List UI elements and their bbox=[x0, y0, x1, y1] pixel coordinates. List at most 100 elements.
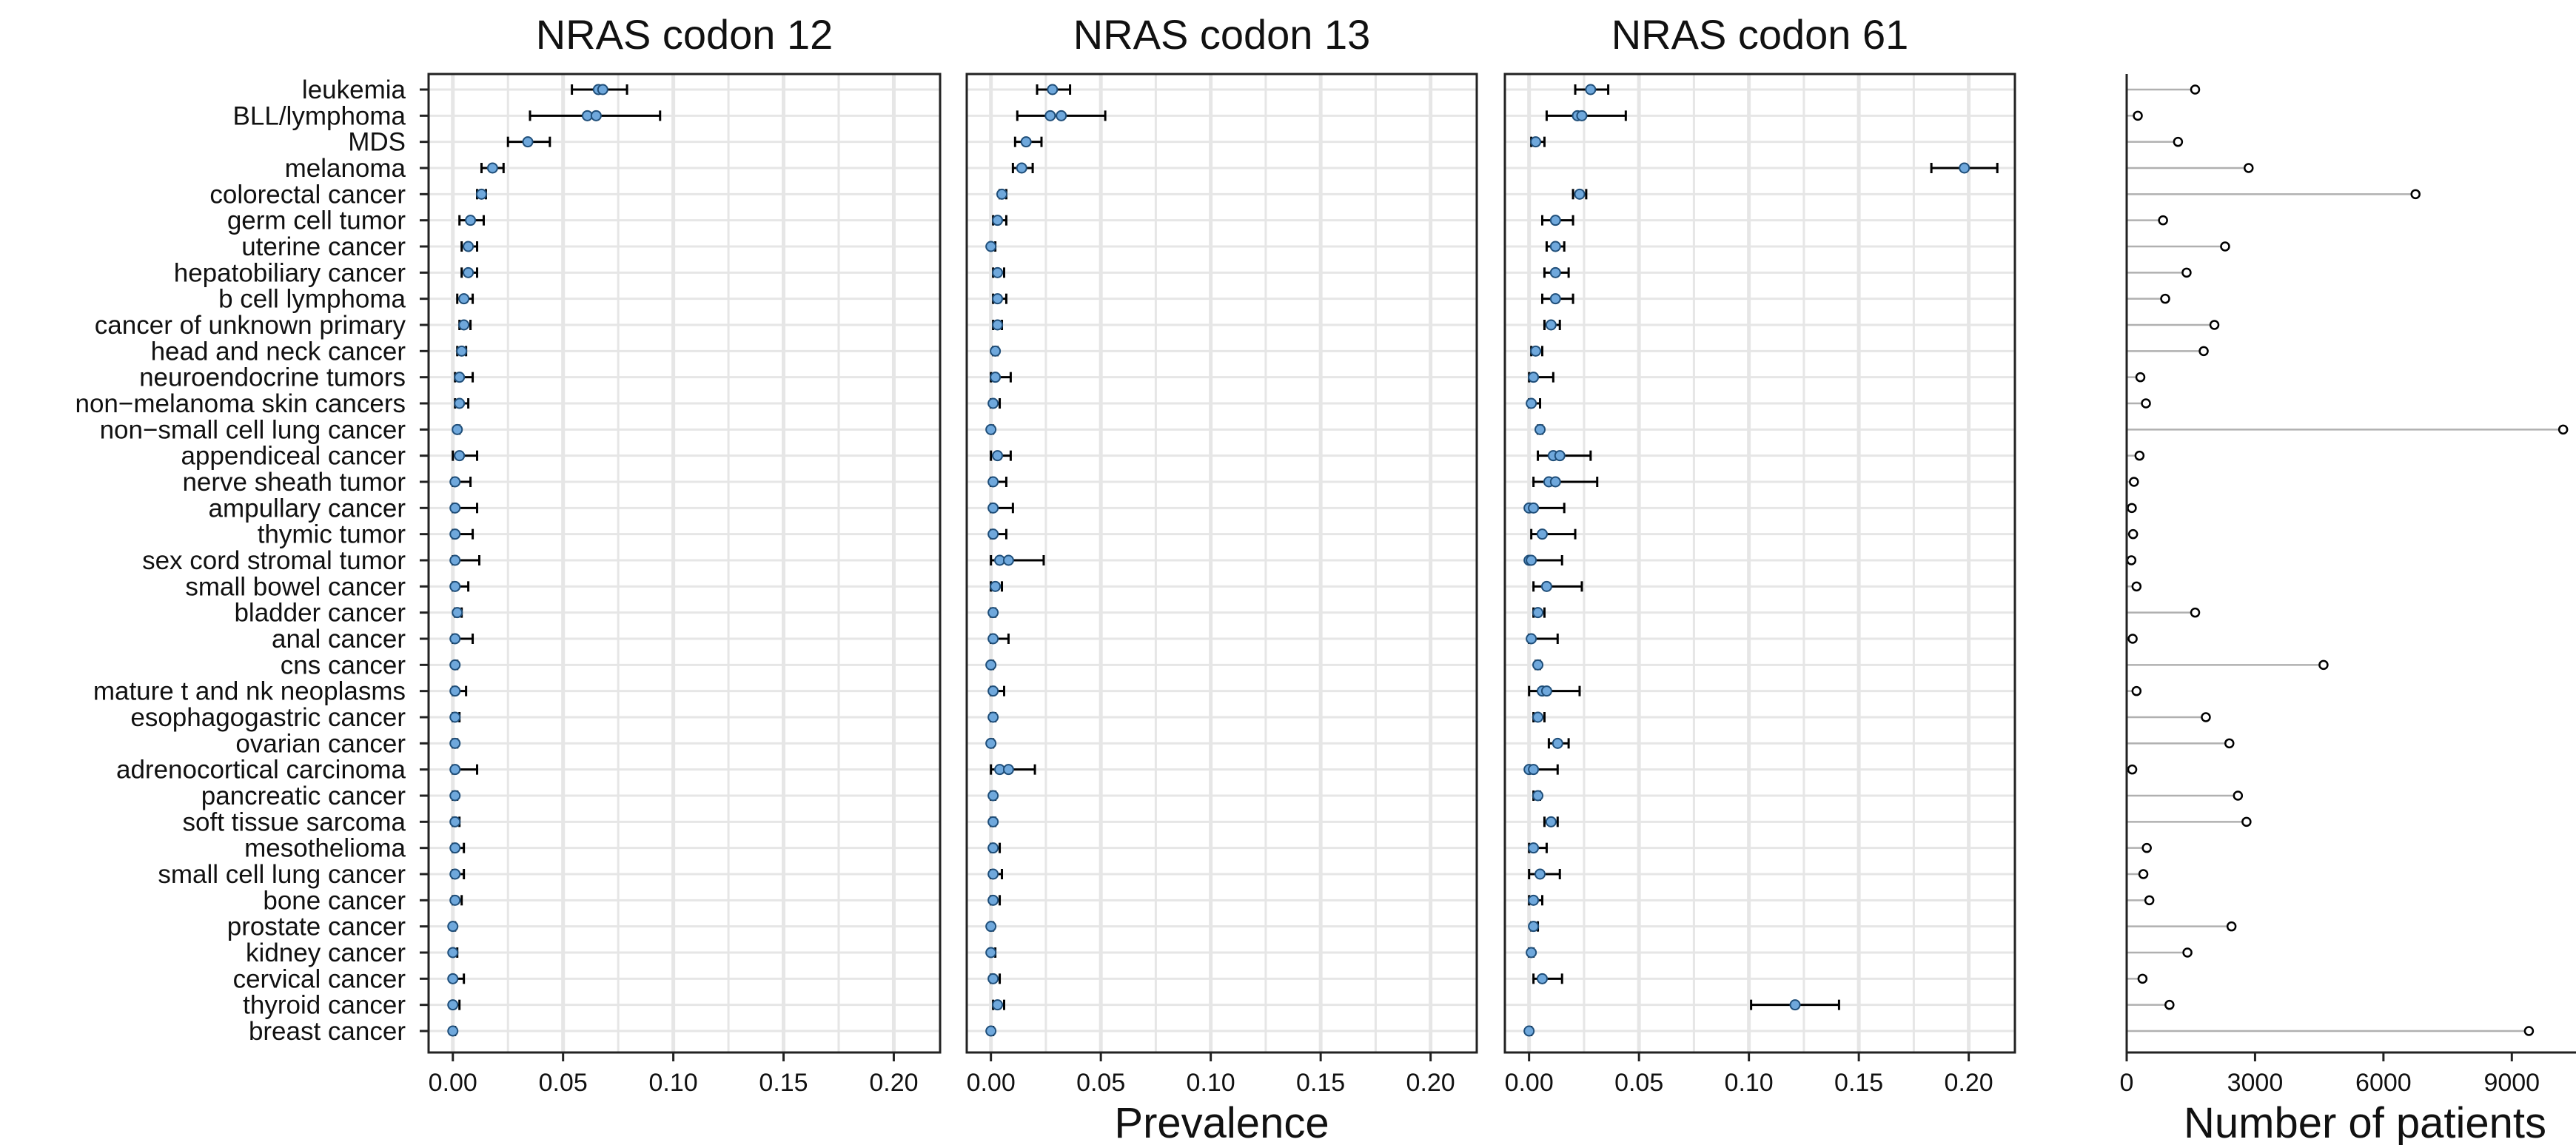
category-label: non−small cell lung cancer bbox=[100, 415, 406, 444]
panel-title: NRAS codon 13 bbox=[1073, 11, 1371, 58]
data-point bbox=[987, 842, 999, 854]
lollipop-point bbox=[2160, 293, 2170, 304]
lollipop-point bbox=[2241, 816, 2252, 827]
data-point bbox=[1530, 136, 1542, 148]
x-tick-label: 0.15 bbox=[1834, 1069, 1883, 1097]
category-label: colorectal cancer bbox=[209, 180, 406, 209]
x-tick-label: 0.05 bbox=[539, 1069, 588, 1097]
category-label: non−melanoma skin cancers bbox=[76, 389, 406, 418]
data-point bbox=[1526, 554, 1537, 566]
data-point bbox=[992, 266, 1004, 278]
data-point bbox=[449, 633, 461, 645]
lollipop-point bbox=[2135, 372, 2146, 383]
lollipop-point bbox=[2133, 110, 2143, 121]
data-point bbox=[1532, 607, 1544, 619]
data-point bbox=[987, 894, 999, 906]
x-tick-label: 9000 bbox=[2483, 1069, 2540, 1097]
data-point bbox=[1530, 345, 1542, 357]
data-point bbox=[447, 947, 459, 958]
data-point bbox=[447, 973, 459, 984]
data-point bbox=[447, 921, 459, 933]
data-point bbox=[985, 1025, 997, 1037]
x-tick-label: 0.00 bbox=[967, 1069, 1016, 1097]
data-point bbox=[449, 711, 461, 723]
data-point bbox=[463, 266, 474, 278]
data-point bbox=[1585, 84, 1597, 95]
data-point bbox=[1526, 947, 1537, 958]
lollipop-point bbox=[2190, 607, 2201, 618]
panel-2: 0.00 0.05 0.10 0.15 0.20 NRAS codon 13 bbox=[965, 11, 1478, 1097]
lollipop-point bbox=[2131, 581, 2142, 592]
data-point bbox=[1549, 293, 1561, 305]
data-point bbox=[449, 502, 461, 514]
data-point bbox=[449, 580, 461, 592]
data-point bbox=[1554, 450, 1566, 462]
data-point bbox=[475, 188, 487, 200]
data-point bbox=[985, 659, 997, 671]
category-label: BLL/lymphoma bbox=[233, 101, 406, 130]
data-point bbox=[1536, 528, 1548, 540]
data-point bbox=[452, 423, 463, 435]
lollipop-point bbox=[2220, 241, 2230, 252]
category-label: sex cord stromal tumor bbox=[142, 546, 406, 575]
category-label: germ cell tumor bbox=[227, 206, 406, 235]
data-point bbox=[1528, 921, 1540, 933]
data-point bbox=[458, 293, 470, 305]
data-point bbox=[454, 397, 466, 409]
category-label: esophagogastric cancer bbox=[130, 703, 406, 732]
data-point bbox=[985, 737, 997, 749]
data-point bbox=[1528, 842, 1540, 854]
category-label: uterine cancer bbox=[241, 232, 406, 261]
category-label: anal cancer bbox=[272, 625, 406, 654]
data-point bbox=[449, 894, 461, 906]
lollipop-point bbox=[2141, 398, 2151, 409]
data-point bbox=[992, 215, 1004, 226]
data-point bbox=[987, 607, 999, 619]
category-label: prostate cancer bbox=[227, 913, 406, 941]
data-point bbox=[456, 345, 468, 357]
lollipop-point bbox=[2127, 764, 2138, 775]
data-point bbox=[1528, 764, 1540, 776]
data-point bbox=[1534, 868, 1546, 880]
panel-frame bbox=[1503, 73, 2016, 1054]
data-point bbox=[1540, 580, 1552, 592]
x-tick-label: 0.10 bbox=[649, 1069, 698, 1097]
category-label: ovarian cancer bbox=[235, 729, 406, 758]
category-label: head and neck cancer bbox=[151, 337, 406, 366]
data-point bbox=[1002, 554, 1014, 566]
category-label: bone cancer bbox=[263, 886, 406, 915]
category-label: thymic tumor bbox=[258, 520, 406, 549]
data-point bbox=[1545, 816, 1557, 827]
category-label: bladder cancer bbox=[234, 599, 406, 628]
data-point bbox=[987, 633, 999, 645]
lollipop-point bbox=[2557, 424, 2569, 435]
lollipop-point bbox=[2141, 842, 2152, 853]
data-point bbox=[452, 607, 463, 619]
data-point bbox=[486, 162, 498, 174]
panel-title: NRAS codon 12 bbox=[536, 11, 833, 58]
lollipop-point bbox=[2181, 267, 2192, 278]
data-point bbox=[449, 816, 461, 827]
data-point bbox=[1532, 659, 1544, 671]
lollipop-point bbox=[2144, 895, 2155, 906]
data-point bbox=[463, 241, 474, 252]
lollipop-point bbox=[2164, 999, 2175, 1010]
lollipop-point bbox=[2131, 685, 2142, 696]
data-point bbox=[1552, 737, 1563, 749]
x-tick-label: 0 bbox=[2120, 1069, 2134, 1097]
data-point bbox=[987, 973, 999, 984]
lollipop-point bbox=[2190, 84, 2201, 95]
data-point bbox=[1523, 1025, 1535, 1037]
category-label: nerve sheath tumor bbox=[182, 468, 406, 497]
data-point bbox=[1545, 319, 1557, 331]
lollipop-point bbox=[2138, 869, 2149, 879]
data-point bbox=[987, 528, 999, 540]
x-tick-label: 0.05 bbox=[1076, 1069, 1125, 1097]
data-point bbox=[1020, 136, 1032, 148]
lollipop-point bbox=[2244, 163, 2254, 173]
category-label: small bowel cancer bbox=[185, 572, 406, 601]
lollipop-point bbox=[2410, 189, 2421, 200]
data-point bbox=[1576, 110, 1588, 121]
data-point bbox=[465, 215, 477, 226]
